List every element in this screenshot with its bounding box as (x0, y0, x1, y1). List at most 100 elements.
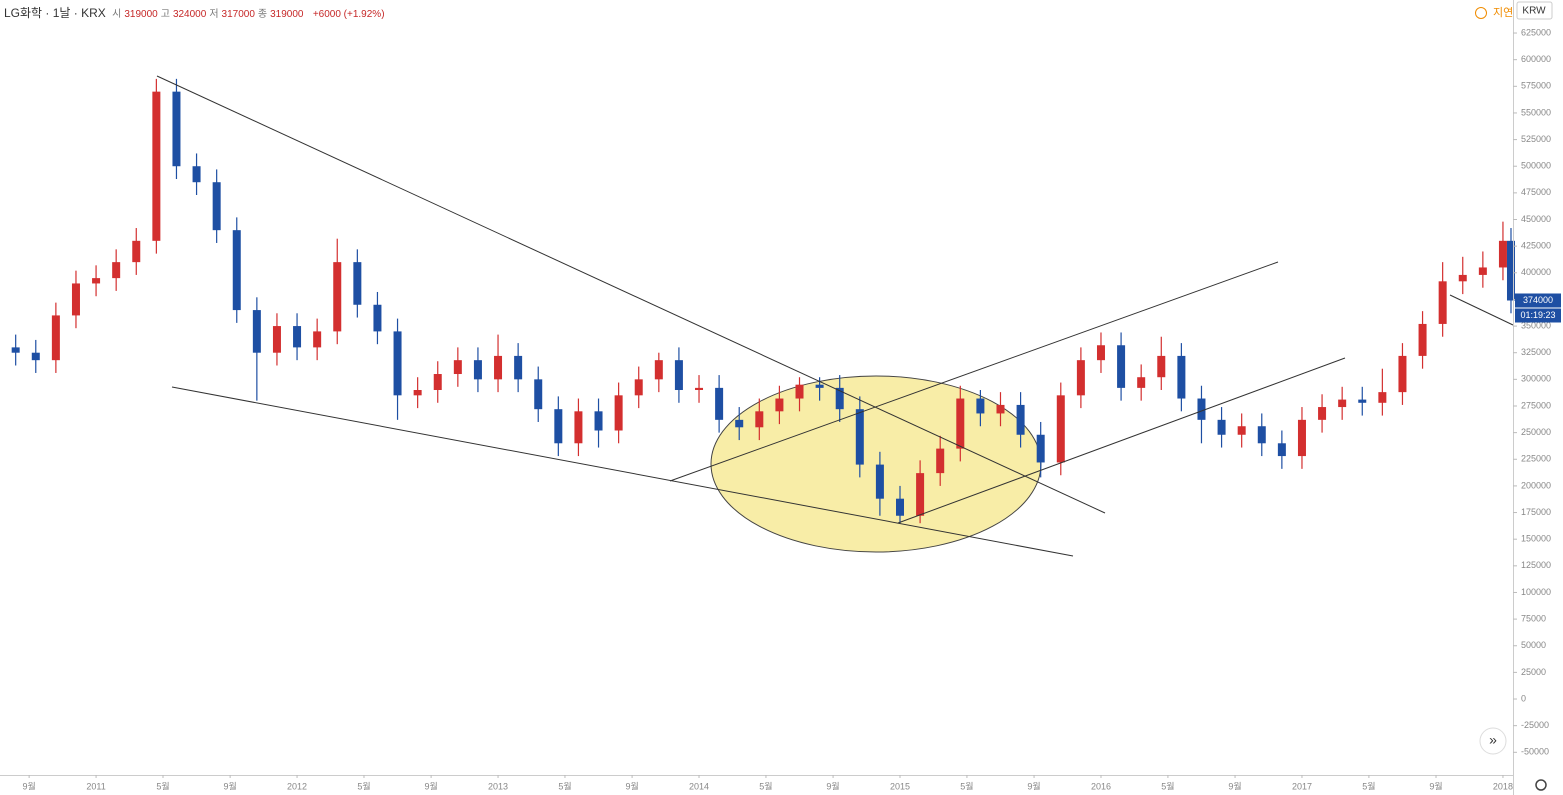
candle-body (1036, 434, 1045, 463)
candles (11, 78, 1515, 524)
candle-body (1056, 395, 1065, 463)
candle-body (51, 315, 60, 361)
x-tick-label: 2014 (689, 781, 709, 791)
candle-body (1458, 274, 1467, 282)
drawings (710, 375, 1042, 553)
candle-body (1498, 240, 1507, 268)
candle-body (1478, 267, 1487, 275)
x-tick-label: 2012 (287, 781, 307, 791)
x-tick-label: 9월 (1228, 780, 1241, 791)
candle-body (654, 360, 663, 380)
ohlc: 시 319000 고 324000 저 317000 종 319000 (112, 6, 306, 20)
trend-line (156, 75, 1106, 514)
trend-line (171, 386, 1074, 557)
candle-body (232, 230, 241, 311)
y-tick-label: 500000 (1521, 161, 1551, 171)
currency: KRW (1522, 6, 1546, 17)
candle-body (835, 387, 844, 410)
x-tick-label: 9월 (1027, 780, 1040, 791)
candle-body (614, 395, 623, 431)
candle-body (333, 262, 342, 332)
x-tick-label: 9월 (223, 780, 236, 791)
candle-body (674, 360, 683, 391)
candle-body (1157, 355, 1166, 378)
settings-icon[interactable] (1535, 779, 1547, 791)
x-tick-label: 9월 (625, 780, 638, 791)
candle-body (715, 387, 724, 420)
x-tick-label: 5월 (759, 780, 772, 791)
candle-body (514, 355, 523, 380)
candle-body (1506, 240, 1515, 301)
y-tick-label: 575000 (1521, 81, 1551, 91)
y-tick-label: 125000 (1521, 560, 1551, 570)
candle-body (875, 464, 884, 499)
candle-body (815, 384, 824, 388)
candle-body (212, 182, 221, 231)
candle-body (1277, 443, 1286, 457)
scroll-label[interactable]: » (1489, 732, 1497, 748)
candle-body (855, 409, 864, 465)
highlight-ellipse (710, 375, 1042, 553)
ohlc-value: 319000 (124, 9, 158, 20)
candle-body (112, 262, 121, 279)
candle-body (31, 352, 40, 361)
trend-line (1449, 294, 1514, 326)
candle-body (1217, 419, 1226, 435)
y-tick-label: 250000 (1521, 427, 1551, 437)
x-tick-label: 5월 (1362, 780, 1375, 791)
y-tick-label: 50000 (1521, 640, 1546, 650)
x-tick-label: 2013 (488, 781, 508, 791)
candle-body (755, 411, 764, 428)
scroll-button[interactable] (1479, 727, 1507, 755)
y-tick-label: 425000 (1521, 241, 1551, 251)
ohlc-value: 324000 (172, 9, 207, 20)
ohlc-label: 저 (209, 9, 219, 20)
x-tick-label: 2018 (1493, 781, 1513, 791)
candle-body (534, 379, 543, 410)
ohlc-label: 종 (257, 9, 268, 20)
y-tick-label: -50000 (1521, 747, 1549, 757)
candle-body (373, 304, 382, 332)
y-tick-label: 100000 (1521, 587, 1551, 597)
last-price-box (1515, 293, 1561, 308)
y-tick-label: 625000 (1521, 27, 1551, 37)
countdown-box (1515, 308, 1561, 323)
x-tick-label: 2017 (1292, 781, 1312, 791)
candle-body (634, 379, 643, 396)
candle-body (1338, 399, 1347, 408)
candle-body (252, 310, 261, 353)
trend-line (669, 261, 1279, 482)
candle-body (554, 409, 563, 444)
y-tick-label: 525000 (1521, 134, 1551, 144)
candle-body (574, 411, 583, 444)
candle-body (1398, 355, 1407, 393)
candle-body (594, 411, 603, 431)
candle-body (1076, 360, 1085, 396)
y-tick-label: 25000 (1521, 667, 1546, 677)
candle-body (473, 360, 482, 380)
y-tick-label: 225000 (1521, 454, 1551, 464)
x-tick-label: 9월 (826, 780, 839, 791)
y-tick-label: 325000 (1521, 347, 1551, 357)
candle-body (172, 91, 181, 167)
currency-box (1516, 1, 1553, 20)
candle-body (293, 326, 302, 348)
legend-header: LG화학 · 1날 · KRX 시 319000 고 324000 저 317000 종 31… (4, 4, 388, 21)
candle-body (1257, 426, 1266, 444)
candle-body (453, 360, 462, 375)
candle-body (1438, 281, 1447, 324)
trend-line (897, 357, 1346, 524)
candle-body (1378, 392, 1387, 403)
candle-body (1016, 404, 1025, 435)
candle-body (695, 387, 704, 391)
x-tick-label: 2016 (1091, 781, 1111, 791)
candle-body (1096, 345, 1105, 361)
candle-body (152, 91, 161, 241)
ohlc-value: 319000 (270, 9, 304, 20)
y-tick-label: 550000 (1521, 107, 1551, 117)
x-tick-label: 5월 (156, 780, 169, 791)
candle-body (393, 331, 402, 396)
y-tick-label: 175000 (1521, 507, 1551, 517)
x-tick-label: 9월 (1429, 780, 1442, 791)
